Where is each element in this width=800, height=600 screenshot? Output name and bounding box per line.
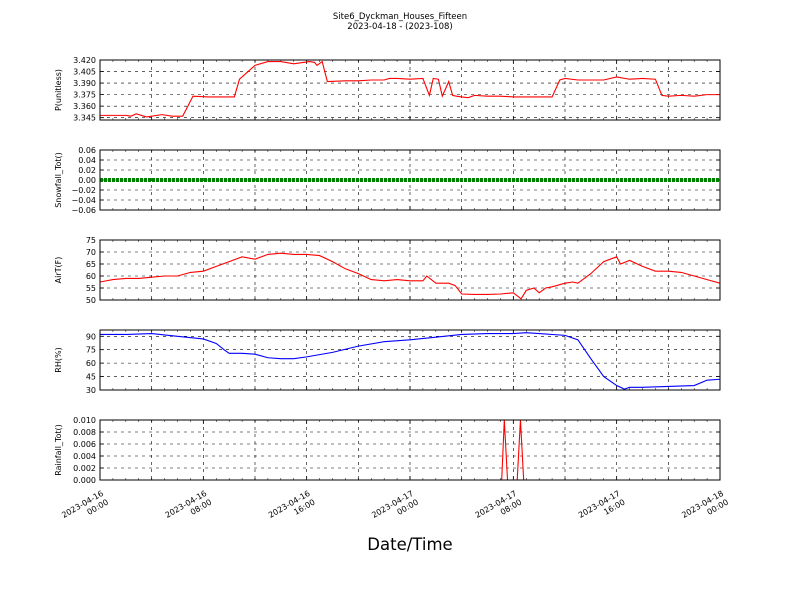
snowfall-y-tick-label: 0.02	[78, 166, 96, 175]
snowfall-y-tick-label: −0.04	[71, 196, 96, 205]
air-temp-series-line	[100, 252, 720, 300]
rainfall-axes-frame	[99, 419, 721, 481]
humidity-panel: 30 45 60 75 90 RH(%)	[54, 329, 721, 395]
snowfall-axes-frame	[99, 149, 721, 211]
pressure-y-tick-label: 3.390	[73, 79, 96, 88]
figure-subtitle: 2023-04-18 - (2023-108)	[347, 22, 452, 32]
snowfall-y-tick-label: 0.00	[78, 176, 96, 185]
humidity-y-tick-label: 90	[86, 332, 96, 341]
rainfall-y-tick-label: 0.002	[73, 464, 96, 473]
snowfall-y-tick-label: 0.06	[78, 146, 96, 155]
snowfall-y-tick-label: −0.06	[71, 206, 96, 215]
pressure-y-tick-label: 3.420	[73, 56, 96, 65]
humidity-y-tick-label: 30	[86, 386, 96, 395]
figure-title: Site6_Dyckman_Houses_Fifteen	[333, 12, 467, 22]
humidity-axes-frame	[99, 329, 721, 391]
air-temp-y-tick-label: 65	[86, 260, 96, 269]
air-temp-y-tick-label: 70	[86, 248, 96, 257]
pressure-y-axis-label: P(unitless)	[54, 69, 63, 111]
pressure-y-tick-label: 3.405	[73, 68, 96, 77]
pressure-y-tick-label: 3.360	[73, 102, 96, 111]
rainfall-panel: 0.000 0.002 0.004 0.006 0.008 0.010 Rainfall_T…	[54, 416, 721, 485]
pressure-panel: 3.345 3.360 3.375 3.390 3.405 3.420 P(unitless…	[54, 56, 721, 123]
air-temp-y-tick-label: 50	[86, 296, 96, 305]
snowfall-panel: −0.06−0.04−0.020.000.020.040.06 Snowfall_…	[54, 146, 721, 215]
snowfall-y-tick-label: 0.04	[78, 156, 96, 165]
humidity-y-axis-label: RH(%)	[54, 347, 63, 372]
snowfall-y-tick-label: −0.02	[71, 186, 96, 195]
humidity-y-tick-label: 60	[86, 359, 96, 368]
rainfall-y-tick-label: 0.004	[73, 452, 96, 461]
humidity-series-line	[100, 332, 720, 390]
pressure-y-tick-label: 3.345	[73, 114, 96, 123]
rainfall-y-axis-label: Rainfall_Tot()	[54, 424, 63, 476]
rainfall-y-tick-label: 0.006	[73, 440, 96, 449]
rainfall-y-tick-label: 0.000	[73, 476, 96, 485]
humidity-y-tick-label: 75	[86, 346, 96, 355]
pressure-y-tick-label: 3.375	[73, 91, 96, 100]
rainfall-y-tick-label: 0.008	[73, 428, 96, 437]
pressure-axes-frame	[99, 59, 721, 121]
x-axis-label: Date/Time	[367, 535, 452, 554]
air-temp-panel: 50 55 60 65 70 75 AirT(F)	[54, 236, 721, 305]
air-temp-axes-frame	[99, 239, 721, 301]
air-temp-y-axis-label: AirT(F)	[54, 257, 63, 284]
pressure-series-line	[100, 60, 720, 118]
air-temp-y-tick-label: 75	[86, 236, 96, 245]
air-temp-y-tick-label: 55	[86, 284, 96, 293]
rainfall-series-line	[100, 420, 720, 480]
snowfall-y-axis-label: Snowfall_Tot()	[54, 152, 63, 208]
humidity-y-tick-label: 45	[86, 373, 96, 382]
air-temp-y-tick-label: 60	[86, 272, 96, 281]
rainfall-y-tick-label: 0.010	[73, 416, 96, 425]
